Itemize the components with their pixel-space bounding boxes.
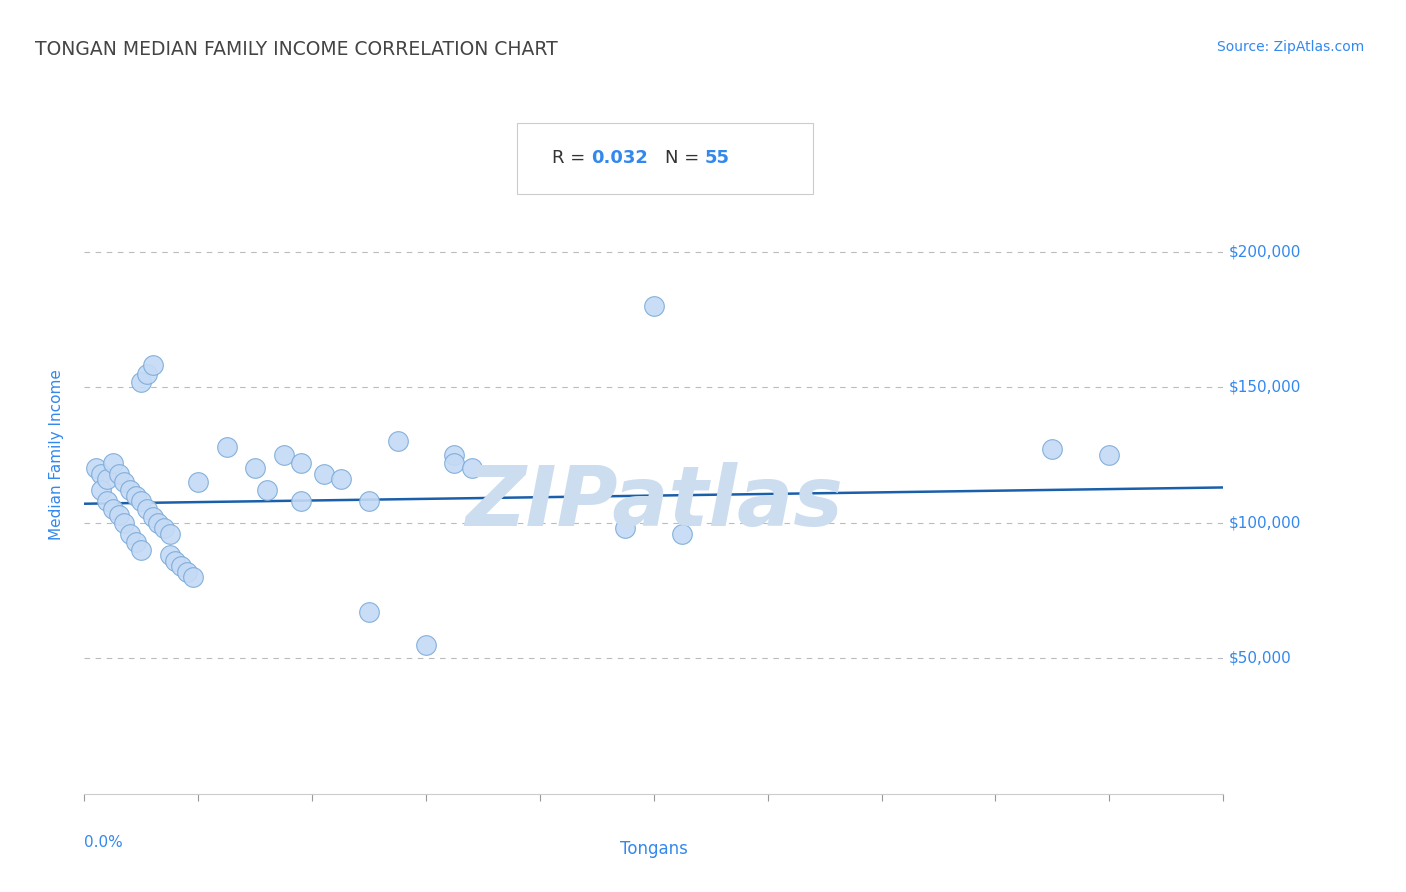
Point (1098, 448, 1121, 462)
Point (131, 375, 153, 389)
Point (159, 548, 181, 562)
Text: Source: ZipAtlas.com: Source: ZipAtlas.com (1216, 40, 1364, 54)
Point (215, 440, 238, 454)
Point (443, 448, 465, 462)
Text: $200,000: $200,000 (1229, 244, 1302, 259)
Point (107, 467, 129, 481)
Point (460, 461, 482, 475)
Text: 0.0%: 0.0% (84, 835, 124, 849)
Point (136, 367, 159, 381)
Point (112, 516, 135, 530)
Point (443, 456, 465, 470)
Point (614, 521, 637, 535)
Point (131, 542, 153, 557)
Point (181, 570, 204, 584)
Point (256, 483, 278, 498)
Point (90, 483, 112, 498)
Point (290, 494, 312, 508)
Text: $100,000: $100,000 (1229, 516, 1302, 530)
Point (90, 467, 112, 481)
X-axis label: Tongans: Tongans (620, 840, 688, 858)
Text: 55: 55 (704, 149, 730, 168)
Point (107, 508, 129, 522)
Y-axis label: Median Family Income: Median Family Income (49, 369, 63, 541)
Point (131, 494, 153, 508)
Point (112, 475, 135, 489)
Point (118, 483, 141, 498)
Point (118, 526, 141, 541)
Point (359, 605, 381, 619)
Text: $150,000: $150,000 (1229, 380, 1302, 394)
Point (101, 456, 124, 470)
Point (142, 510, 165, 524)
Point (187, 475, 209, 489)
Point (290, 456, 312, 470)
Point (96, 494, 118, 508)
Point (170, 559, 193, 574)
Point (148, 516, 170, 530)
Point (415, 638, 437, 652)
Point (671, 526, 693, 541)
Point (124, 534, 146, 549)
Text: $50,000: $50,000 (1229, 651, 1292, 665)
Text: ZIPatlas: ZIPatlas (465, 462, 842, 543)
FancyBboxPatch shape (517, 123, 813, 194)
Point (245, 461, 267, 475)
Point (643, 299, 665, 313)
Point (312, 467, 335, 481)
Text: 0.032: 0.032 (591, 149, 648, 168)
Point (142, 359, 165, 373)
Text: N =: N = (665, 149, 704, 168)
Point (153, 521, 176, 535)
Point (124, 489, 146, 503)
Point (1042, 442, 1064, 457)
Point (84, 461, 107, 475)
Text: TONGAN MEDIAN FAMILY INCOME CORRELATION CHART: TONGAN MEDIAN FAMILY INCOME CORRELATION … (35, 40, 558, 59)
Point (101, 502, 124, 516)
Point (165, 554, 187, 568)
Text: R =: R = (553, 149, 591, 168)
Point (136, 502, 159, 516)
Point (359, 494, 381, 508)
Point (159, 526, 181, 541)
Point (176, 565, 198, 579)
Point (387, 434, 409, 449)
Point (96, 472, 118, 486)
Point (329, 472, 352, 486)
Point (273, 448, 295, 462)
